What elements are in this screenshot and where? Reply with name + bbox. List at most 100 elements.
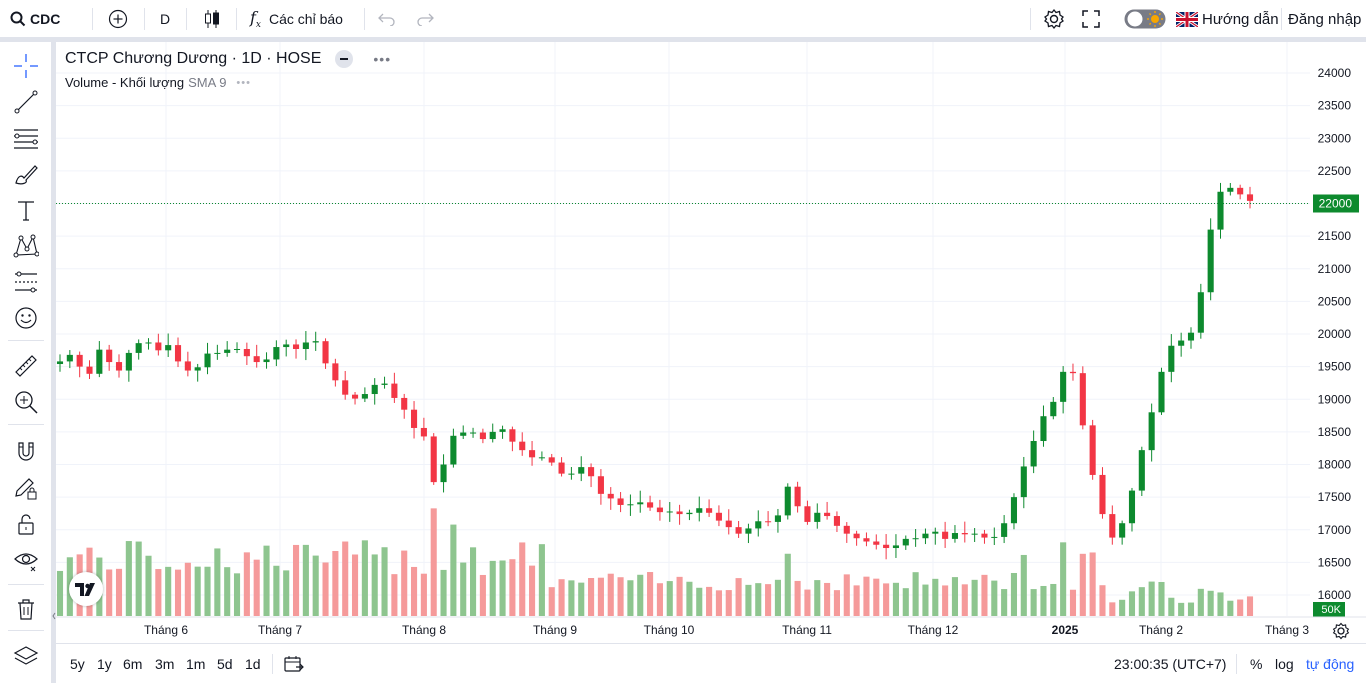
volume-bar [725,590,732,616]
candle-body [617,498,624,505]
volume-bar [814,580,821,616]
range-1d[interactable]: 1d [245,656,261,672]
volume-bar [784,553,791,616]
uk-flag-icon [1176,11,1198,27]
price-tick-label: 24000 [1318,66,1352,80]
goto-date-icon[interactable] [284,655,304,673]
lock-all-tool[interactable] [12,510,40,538]
volume-bar [1060,542,1067,616]
interval-button[interactable]: D [160,0,170,38]
candle-body [863,538,870,542]
candle-body [56,361,64,365]
price-tick-label: 16000 [1318,588,1352,602]
price-tick-label: 17000 [1318,523,1352,537]
collapse-arrow-icon[interactable] [52,604,56,628]
volume-bar [243,552,250,616]
volume-axis-badge [1313,602,1345,617]
chart-pane[interactable]: 16000 16500 17000 17500 18000 18500 19000 19500… [56,42,1366,642]
hide-tool[interactable] [12,546,40,574]
fib-tool[interactable] [12,124,40,152]
candle-body [1187,332,1195,341]
minus-icon [340,58,349,60]
search-icon [10,11,26,27]
candle-body [1207,229,1214,293]
range-3m[interactable]: 3m [155,656,175,672]
guide-button[interactable]: Hướng dẫn [1176,0,1279,38]
toolbar-divider [0,38,1366,42]
volume-bar [184,562,191,616]
volume-bar [1246,596,1254,616]
redo-button[interactable] [416,0,434,38]
volume-bar [538,544,545,616]
tv-logo-icon [75,582,95,596]
settings-button[interactable] [1043,0,1065,38]
candle-body [361,394,368,399]
chart-type-button[interactable] [202,0,222,38]
price-chart[interactable]: 16000 16500 17000 17500 18000 18500 19000 19500… [56,42,1366,642]
remove-drawings-tool[interactable] [12,595,40,623]
pattern-tool[interactable] [12,232,40,260]
volume-bar [774,579,781,616]
fullscreen-button[interactable] [1082,0,1100,38]
tradingview-logo[interactable] [69,572,103,606]
compare-button[interactable] [108,0,128,38]
symbol-search[interactable]: CDC [10,0,60,38]
redo-icon [417,13,434,26]
object-tree-tool[interactable] [12,643,40,671]
indicators-label: Các chỉ báo [269,11,343,27]
volume-bar [263,545,270,616]
price-tick-label: 21500 [1318,229,1352,243]
brush-icon [15,165,38,185]
volume-axis-label: 50K [1321,604,1341,616]
volume-bar [253,559,260,616]
indicators-button[interactable]: fx Các chỉ báo [250,0,343,38]
volume-bar [1227,600,1234,616]
chart-title: CTCP Chương Dương · 1D · HOSE [65,50,322,67]
more-dots-icon[interactable]: ••• [373,51,392,67]
magnet-tool[interactable] [12,438,40,466]
volume-bar [381,547,388,616]
crosshair-tool[interactable] [12,52,40,80]
lock-drawing-tool[interactable] [12,474,40,502]
volume-more-icon[interactable]: ••• [236,76,251,89]
candle-body [214,352,221,354]
time-tick-label: Tháng 11 [782,623,832,637]
emoji-tool[interactable] [12,304,40,332]
brush-tool[interactable] [12,160,40,188]
candle-body [1246,194,1254,201]
candle-body [224,349,231,353]
trend-line-tool[interactable] [12,88,40,116]
range-1y[interactable]: 1y [97,656,112,672]
undo-button[interactable] [378,0,396,38]
candle-body [283,344,290,348]
plus-circle-icon [108,9,128,29]
volume-bar [1217,592,1224,616]
login-button[interactable]: Đăng nhập [1288,0,1361,38]
candle-body [460,432,467,436]
theme-toggle[interactable] [1124,0,1166,38]
volume-bar [637,574,644,616]
candle-body [1020,466,1027,498]
hide-legend-button[interactable] [335,50,354,68]
volume-bar [489,560,496,616]
forecast-tool[interactable] [12,268,40,296]
candle-body [499,429,506,432]
volume-bar [873,578,880,616]
percent-toggle[interactable]: % [1250,656,1263,672]
time-tick-label: Tháng 10 [644,623,695,637]
sidebar-divider [52,42,56,683]
range-5y[interactable]: 5y [70,656,85,672]
range-1m[interactable]: 1m [186,656,206,672]
zoom-in-icon [15,391,38,414]
auto-scale-toggle[interactable]: tự động [1306,656,1355,672]
measure-tool[interactable] [12,352,40,380]
zoom-tool[interactable] [12,388,40,416]
log-toggle[interactable]: log [1275,656,1294,672]
clock-label[interactable]: 23:00:35 (UTC+7) [1114,656,1227,672]
range-5d[interactable]: 5d [217,656,233,672]
candle-body [1197,292,1204,333]
range-6m[interactable]: 6m [123,656,143,672]
candle-body [991,536,998,538]
text-tool[interactable] [12,196,40,224]
chart-settings-icon[interactable] [1332,622,1350,640]
